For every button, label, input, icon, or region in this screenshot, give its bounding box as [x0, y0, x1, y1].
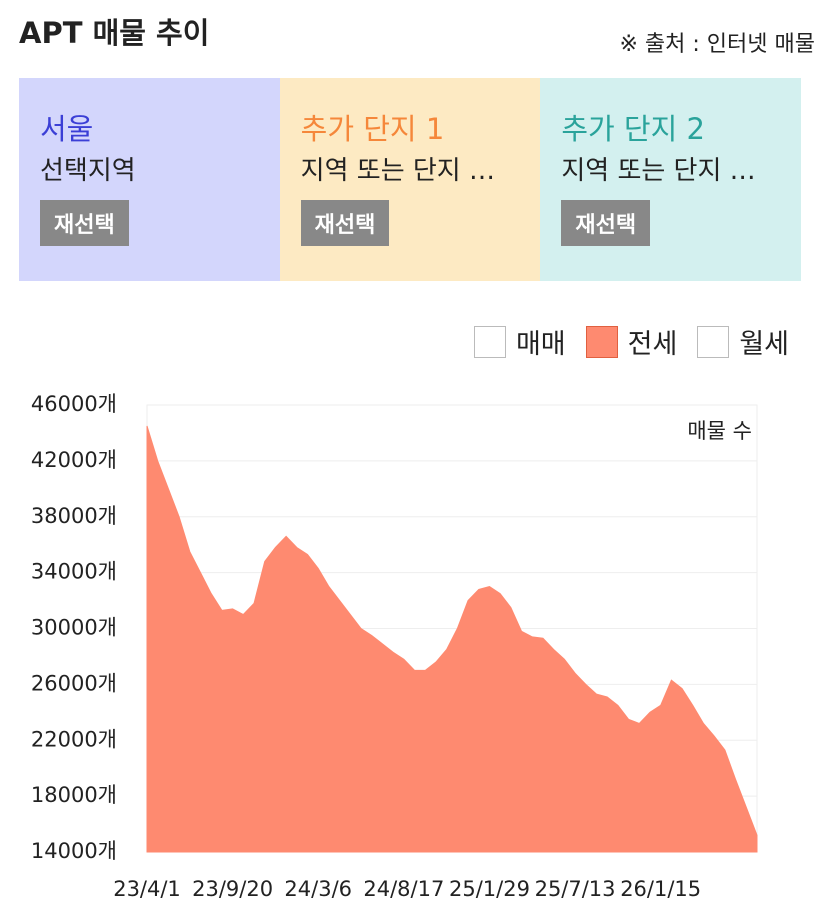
source-note: ※ 출처 : 인터넷 매물 [619, 32, 816, 57]
panel-subtitle: 지역 또는 단지 … [300, 156, 495, 186]
y-tick-label: 14000개 [31, 839, 117, 863]
panel-title: 서울 [40, 112, 94, 146]
filter-label: 전세 [627, 329, 678, 360]
panel-subtitle: 선택지역 [40, 156, 136, 186]
panel-subtitle: 지역 또는 단지 … [561, 156, 756, 186]
panel-title: 추가 단지 1 [300, 112, 445, 146]
x-tick-label: 26/1/15 [620, 877, 701, 901]
y-tick-label: 30000개 [31, 616, 117, 640]
x-tick-label: 25/1/29 [449, 877, 530, 901]
y-tick-label: 38000개 [31, 504, 117, 528]
y-tick-label: 42000개 [31, 448, 117, 472]
checkbox[interactable] [585, 325, 618, 358]
x-tick-label: 25/7/13 [535, 877, 616, 901]
checkbox[interactable] [473, 325, 506, 358]
page-title: APT 매물 추이 [19, 16, 210, 50]
reselect-button[interactable]: 재선택 [300, 200, 390, 246]
filter-label: 월세 [739, 329, 789, 360]
filters: 매매 전세 월세 [473, 322, 789, 361]
chart: 매물 수 14000개 18000개 22000개 26000개 30000개 34000… [31, 392, 758, 901]
filter-option[interactable]: 전세 [585, 322, 678, 361]
y-tick-label: 46000개 [31, 392, 117, 416]
x-tick-label: 23/9/20 [192, 877, 273, 901]
filter-option[interactable]: 월세 [697, 322, 789, 361]
checkbox[interactable] [697, 325, 730, 358]
area [146, 425, 758, 853]
filter-label: 매매 [515, 329, 566, 360]
panel-card: 추가 단지 1 지역 또는 단지 … 재선택 [279, 78, 541, 281]
reselect-button[interactable]: 재선택 [40, 200, 129, 246]
y-tick-label: 22000개 [31, 727, 117, 751]
reselect-button[interactable]: 재선택 [561, 200, 651, 246]
filter-option[interactable]: 매매 [473, 322, 566, 361]
y-tick-label: 34000개 [31, 560, 117, 584]
panel-card: 추가 단지 2 지역 또는 단지 … 재선택 [540, 78, 802, 281]
panel-title: 추가 단지 2 [561, 112, 705, 146]
x-tick-label: 24/8/17 [363, 877, 444, 901]
annotation: 매물 수 [687, 419, 752, 443]
y-tick-label: 18000개 [31, 783, 117, 807]
x-tick-label: 24/3/6 [284, 877, 352, 901]
y-tick-label: 26000개 [31, 671, 117, 695]
x-tick-label: 23/4/1 [113, 877, 181, 901]
